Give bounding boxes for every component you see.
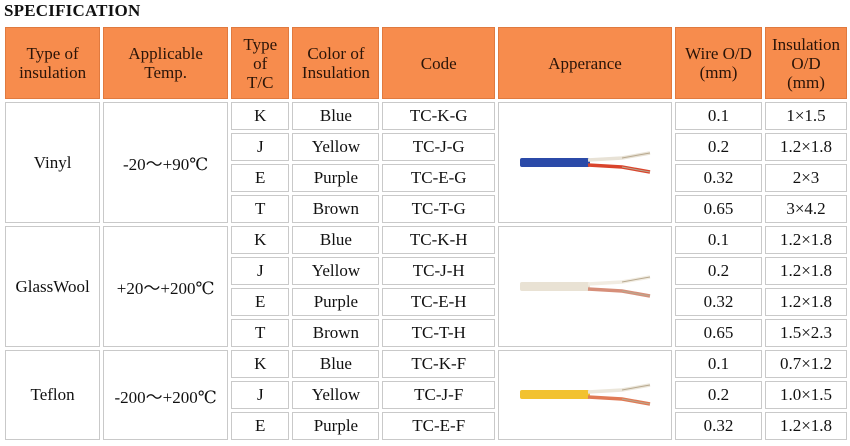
- insulation-od-cell: 1×1.5: [765, 102, 847, 130]
- applicable-temp-cell: +20～+200℃: [103, 226, 228, 347]
- insulation-color-cell: Yellow: [292, 133, 379, 161]
- wire-od-cell: 0.32: [675, 164, 762, 192]
- wire-od-cell: 0.1: [675, 102, 762, 130]
- header-applicable-temp: Applicable Temp.: [103, 27, 228, 99]
- insulation-color-cell: Blue: [292, 226, 379, 254]
- insulation-od-cell: 1.2×1.8: [765, 226, 847, 254]
- header-appearance: Apperance: [498, 27, 672, 99]
- insulation-od-cell: 2×3: [765, 164, 847, 192]
- wire-jacket: [520, 390, 590, 399]
- wire-od-cell: 0.1: [675, 226, 762, 254]
- insulation-color-cell: Purple: [292, 412, 379, 440]
- header-code: Code: [382, 27, 495, 99]
- insulation-type-cell: Vinyl: [5, 102, 100, 223]
- insulation-od-cell: 1.2×1.8: [765, 288, 847, 316]
- wire-od-cell: 0.32: [675, 288, 762, 316]
- tc-type-cell: E: [231, 288, 289, 316]
- insulation-od-cell: 3×4.2: [765, 195, 847, 223]
- tc-type-cell: K: [231, 350, 289, 378]
- wire-lead-2: [588, 165, 650, 172]
- wire-lead-2: [588, 289, 650, 296]
- code-cell: TC-K-G: [382, 102, 495, 130]
- header-wire-od: Wire O/D (mm): [675, 27, 762, 99]
- code-cell: TC-E-H: [382, 288, 495, 316]
- tc-type-cell: J: [231, 257, 289, 285]
- tc-type-cell: E: [231, 412, 289, 440]
- insulation-color-cell: Brown: [292, 195, 379, 223]
- wire-lead-2: [588, 397, 650, 404]
- code-cell: TC-J-H: [382, 257, 495, 285]
- header-row: Type of insulation Applicable Temp. Type…: [5, 27, 847, 99]
- table-body: Vinyl -20～+90℃ K Blue TC-K-G 0.1 1×1.5 J Yellow T…: [5, 102, 847, 440]
- insulation-od-cell: 1.2×1.8: [765, 257, 847, 285]
- wire-od-cell: 0.65: [675, 319, 762, 347]
- code-cell: TC-E-G: [382, 164, 495, 192]
- header-color-of-insulation: Color of Insulation: [292, 27, 379, 99]
- thermocouple-wire-image: [510, 380, 660, 410]
- wire-lead-1: [588, 153, 650, 160]
- insulation-color-cell: Yellow: [292, 381, 379, 409]
- applicable-temp-cell: -200～+200℃: [103, 350, 228, 440]
- wire-od-cell: 0.2: [675, 257, 762, 285]
- header-type-of-insulation: Type of insulation: [5, 27, 100, 99]
- tc-type-cell: T: [231, 319, 289, 347]
- appearance-image-cell: [498, 226, 672, 347]
- wire-od-cell: 0.2: [675, 381, 762, 409]
- wire-lead-1: [588, 277, 650, 284]
- page-title: SPECIFICATION: [4, 1, 140, 21]
- wire-jacket: [520, 282, 590, 291]
- code-cell: TC-K-F: [382, 350, 495, 378]
- insulation-color-cell: Purple: [292, 288, 379, 316]
- insulation-od-cell: 1.2×1.8: [765, 133, 847, 161]
- code-cell: TC-J-G: [382, 133, 495, 161]
- insulation-color-cell: Brown: [292, 319, 379, 347]
- insulation-od-cell: 1.5×2.3: [765, 319, 847, 347]
- wire-jacket: [520, 158, 590, 167]
- code-cell: TC-T-H: [382, 319, 495, 347]
- insulation-color-cell: Blue: [292, 102, 379, 130]
- header-type-of-tc: Type of T/C: [231, 27, 289, 99]
- thermocouple-wire-image: [510, 148, 660, 178]
- applicable-temp-cell: -20～+90℃: [103, 102, 228, 223]
- insulation-od-cell: 0.7×1.2: [765, 350, 847, 378]
- code-cell: TC-J-F: [382, 381, 495, 409]
- wire-od-cell: 0.1: [675, 350, 762, 378]
- insulation-od-cell: 1.0×1.5: [765, 381, 847, 409]
- wire-od-cell: 0.32: [675, 412, 762, 440]
- specification-table: Type of insulation Applicable Temp. Type…: [2, 24, 850, 443]
- insulation-color-cell: Purple: [292, 164, 379, 192]
- insulation-type-cell: GlassWool: [5, 226, 100, 347]
- code-cell: TC-T-G: [382, 195, 495, 223]
- insulation-type-cell: Teflon: [5, 350, 100, 440]
- table-row: Vinyl -20～+90℃ K Blue TC-K-G 0.1 1×1.5: [5, 102, 847, 130]
- insulation-color-cell: Yellow: [292, 257, 379, 285]
- wire-od-cell: 0.2: [675, 133, 762, 161]
- wire-lead-1: [588, 385, 650, 392]
- table-row: Teflon -200～+200℃ K Blue TC-K-F 0.1 0.7×1.2: [5, 350, 847, 378]
- tc-type-cell: K: [231, 226, 289, 254]
- header-insulation-od: Insulation O/D (mm): [765, 27, 847, 99]
- tc-type-cell: J: [231, 381, 289, 409]
- code-cell: TC-K-H: [382, 226, 495, 254]
- tc-type-cell: T: [231, 195, 289, 223]
- tc-type-cell: K: [231, 102, 289, 130]
- tc-type-cell: J: [231, 133, 289, 161]
- appearance-image-cell: [498, 102, 672, 223]
- appearance-image-cell: [498, 350, 672, 440]
- wire-od-cell: 0.65: [675, 195, 762, 223]
- insulation-od-cell: 1.2×1.8: [765, 412, 847, 440]
- code-cell: TC-E-F: [382, 412, 495, 440]
- insulation-color-cell: Blue: [292, 350, 379, 378]
- thermocouple-wire-image: [510, 272, 660, 302]
- table-row: GlassWool +20～+200℃ K Blue TC-K-H 0.1 1.2×1.8: [5, 226, 847, 254]
- tc-type-cell: E: [231, 164, 289, 192]
